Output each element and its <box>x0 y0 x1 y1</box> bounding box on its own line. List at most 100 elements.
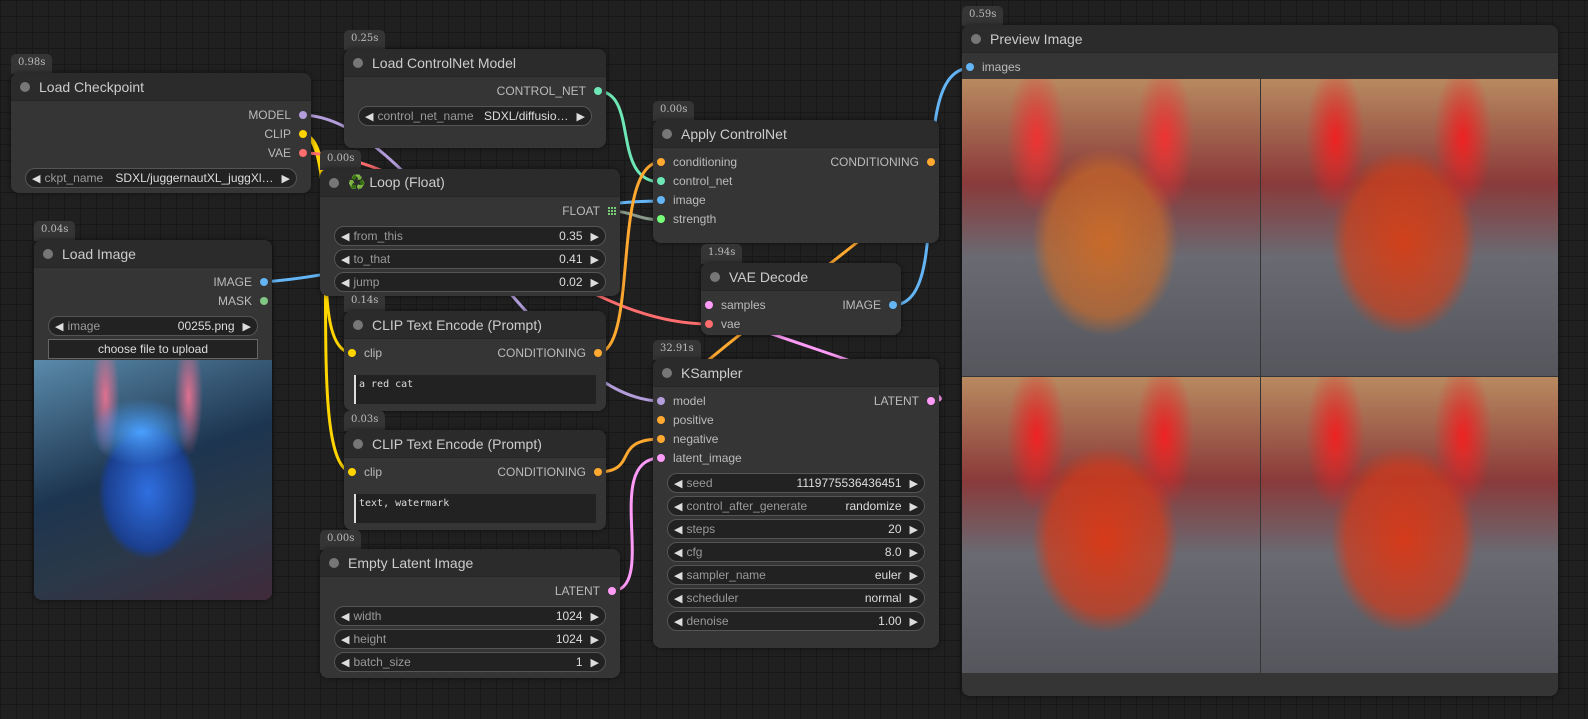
input-slot-conditioning[interactable]: conditioning <box>657 154 737 170</box>
node-title-bar[interactable]: CLIP Text Encode (Prompt) <box>344 311 606 339</box>
widget-from-this[interactable]: ◀ from_this 0.35 ▶ <box>334 226 606 246</box>
slot-dot-icon[interactable] <box>657 435 665 443</box>
input-slot-vae[interactable]: vae <box>705 316 740 332</box>
widget-cfg[interactable]: ◀ cfg 8.0 ▶ <box>667 542 925 562</box>
decrement-arrow-icon[interactable]: ◀ <box>32 172 41 185</box>
widget-batch-size[interactable]: ◀ batch_size 1 ▶ <box>334 652 606 672</box>
slot-dot-icon[interactable] <box>889 301 897 309</box>
slot-dot-icon[interactable] <box>260 278 268 286</box>
output-slot-mask[interactable]: MASK <box>218 293 268 309</box>
output-slot-conditioning[interactable]: CONDITIONING <box>830 154 935 170</box>
widget-image[interactable]: ◀ image 00255.png ▶ <box>48 316 258 336</box>
input-slot-clip[interactable]: clip <box>348 464 382 480</box>
slot-dot-icon[interactable] <box>705 320 713 328</box>
output-slot-float[interactable]: FLOAT <box>562 203 616 219</box>
slot-dot-icon[interactable] <box>299 130 307 138</box>
decrement-arrow-icon[interactable]: ◀ <box>341 610 350 623</box>
increment-arrow-icon[interactable]: ▶ <box>242 320 251 333</box>
widget-value[interactable]: 0.35 <box>559 229 583 243</box>
widget-width[interactable]: ◀ width 1024 ▶ <box>334 606 606 626</box>
increment-arrow-icon[interactable]: ▶ <box>281 172 290 185</box>
widget-value[interactable]: SDXL/juggernautXL_juggXl… <box>115 171 274 185</box>
decrement-arrow-icon[interactable]: ◀ <box>341 230 350 243</box>
collapse-toggle-icon[interactable] <box>329 178 339 188</box>
slot-dot-icon[interactable] <box>657 416 665 424</box>
increment-arrow-icon[interactable]: ▶ <box>909 615 918 628</box>
generated-image-1[interactable] <box>962 79 1260 376</box>
widget-value[interactable]: 0.02 <box>559 275 583 289</box>
input-slot-latent_image[interactable]: latent_image <box>657 450 742 466</box>
output-slot-conditioning[interactable]: CONDITIONING <box>497 345 602 361</box>
widget-height[interactable]: ◀ height 1024 ▶ <box>334 629 606 649</box>
output-slot-clip[interactable]: CLIP <box>264 126 307 142</box>
collapse-toggle-icon[interactable] <box>710 272 720 282</box>
collapse-toggle-icon[interactable] <box>971 34 981 44</box>
slot-dot-icon[interactable] <box>608 587 616 595</box>
slot-dot-icon[interactable] <box>657 215 665 223</box>
widget-seed[interactable]: ◀ seed 1119775536436451 ▶ <box>667 473 925 493</box>
output-slot-latent[interactable]: LATENT <box>555 583 616 599</box>
node-clip-text-positive[interactable]: CLIP Text Encode (Prompt) clip CONDITIONIN… <box>344 311 606 411</box>
node-load-image[interactable]: Load Image IMAGE MASK ◀ image 00255.png ▶ choos… <box>34 240 272 600</box>
widget-control-net-name[interactable]: ◀ control_net_name SDXL/diffusio… ▶ <box>358 106 592 126</box>
widget-jump[interactable]: ◀ jump 0.02 ▶ <box>334 272 606 292</box>
node-vae-decode[interactable]: VAE Decode samples vae IMAGE <box>701 263 901 335</box>
increment-arrow-icon[interactable]: ▶ <box>590 656 599 669</box>
collapse-toggle-icon[interactable] <box>662 368 672 378</box>
input-slot-positive[interactable]: positive <box>657 412 714 428</box>
generated-image-2[interactable] <box>1260 79 1558 376</box>
slot-dot-icon[interactable] <box>260 297 268 305</box>
collapse-toggle-icon[interactable] <box>329 558 339 568</box>
slot-dot-icon[interactable] <box>594 468 602 476</box>
node-title-bar[interactable]: ♻️ Loop (Float) <box>320 169 620 197</box>
input-slot-image[interactable]: image <box>657 192 706 208</box>
output-slot-image[interactable]: IMAGE <box>842 297 897 313</box>
node-empty-latent[interactable]: Empty Latent Image LATENT ◀ width 1024 ▶ ◀ heig… <box>320 549 620 678</box>
increment-arrow-icon[interactable]: ▶ <box>909 500 918 513</box>
widget-ckpt-name[interactable]: ◀ ckpt_name SDXL/juggernautXL_juggXl… ▶ <box>25 168 297 188</box>
collapse-toggle-icon[interactable] <box>20 82 30 92</box>
output-slot-conditioning[interactable]: CONDITIONING <box>497 464 602 480</box>
widget-value[interactable]: 1 <box>575 655 583 669</box>
wire-conditioning[interactable] <box>596 437 662 474</box>
slot-dot-icon[interactable] <box>657 177 665 185</box>
widget-value[interactable]: 1119775536436451 <box>796 476 902 490</box>
choose-file-button[interactable]: choose file to upload <box>48 339 258 359</box>
increment-arrow-icon[interactable]: ▶ <box>590 253 599 266</box>
increment-arrow-icon[interactable]: ▶ <box>909 569 918 582</box>
collapse-toggle-icon[interactable] <box>353 58 363 68</box>
output-slot-control_net[interactable]: CONTROL_NET <box>497 83 602 99</box>
node-ksampler[interactable]: KSampler model positive negative latent_imag… <box>653 359 939 648</box>
decrement-arrow-icon[interactable]: ◀ <box>674 569 683 582</box>
increment-arrow-icon[interactable]: ▶ <box>590 633 599 646</box>
slot-dot-icon[interactable] <box>927 158 935 166</box>
generated-image-4[interactable] <box>1260 376 1558 673</box>
increment-arrow-icon[interactable]: ▶ <box>576 110 585 123</box>
widget-value[interactable]: 0.41 <box>559 252 583 266</box>
node-title-bar[interactable]: Apply ControlNet <box>653 120 939 148</box>
decrement-arrow-icon[interactable]: ◀ <box>674 477 683 490</box>
slot-dot-icon[interactable] <box>657 196 665 204</box>
input-slot-clip[interactable]: clip <box>348 345 382 361</box>
input-slot-model[interactable]: model <box>657 393 706 409</box>
slot-dot-icon[interactable] <box>348 468 356 476</box>
node-title-bar[interactable]: Empty Latent Image <box>320 549 620 577</box>
slot-dot-icon[interactable] <box>299 111 307 119</box>
decrement-arrow-icon[interactable]: ◀ <box>341 253 350 266</box>
increment-arrow-icon[interactable]: ▶ <box>590 610 599 623</box>
widget-value[interactable]: 8.0 <box>884 545 902 559</box>
slot-dot-icon[interactable] <box>705 301 713 309</box>
node-load-controlnet[interactable]: Load ControlNet Model CONTROL_NET ◀ control… <box>344 49 606 148</box>
widget-value[interactable]: 1024 <box>555 632 583 646</box>
node-loop-float[interactable]: ♻️ Loop (Float) FLOAT ◀ from_this 0.35 ▶ ◀ to_t… <box>320 169 620 296</box>
increment-arrow-icon[interactable]: ▶ <box>590 276 599 289</box>
slot-dot-icon[interactable] <box>966 63 974 71</box>
increment-arrow-icon[interactable]: ▶ <box>909 592 918 605</box>
node-title-bar[interactable]: Load Image <box>34 240 272 268</box>
widget-to-that[interactable]: ◀ to_that 0.41 ▶ <box>334 249 606 269</box>
widget-sampler-name[interactable]: ◀ sampler_name euler ▶ <box>667 565 925 585</box>
input-slot-control_net[interactable]: control_net <box>657 173 732 189</box>
decrement-arrow-icon[interactable]: ◀ <box>341 633 350 646</box>
increment-arrow-icon[interactable]: ▶ <box>590 230 599 243</box>
input-slot-samples[interactable]: samples <box>705 297 766 313</box>
